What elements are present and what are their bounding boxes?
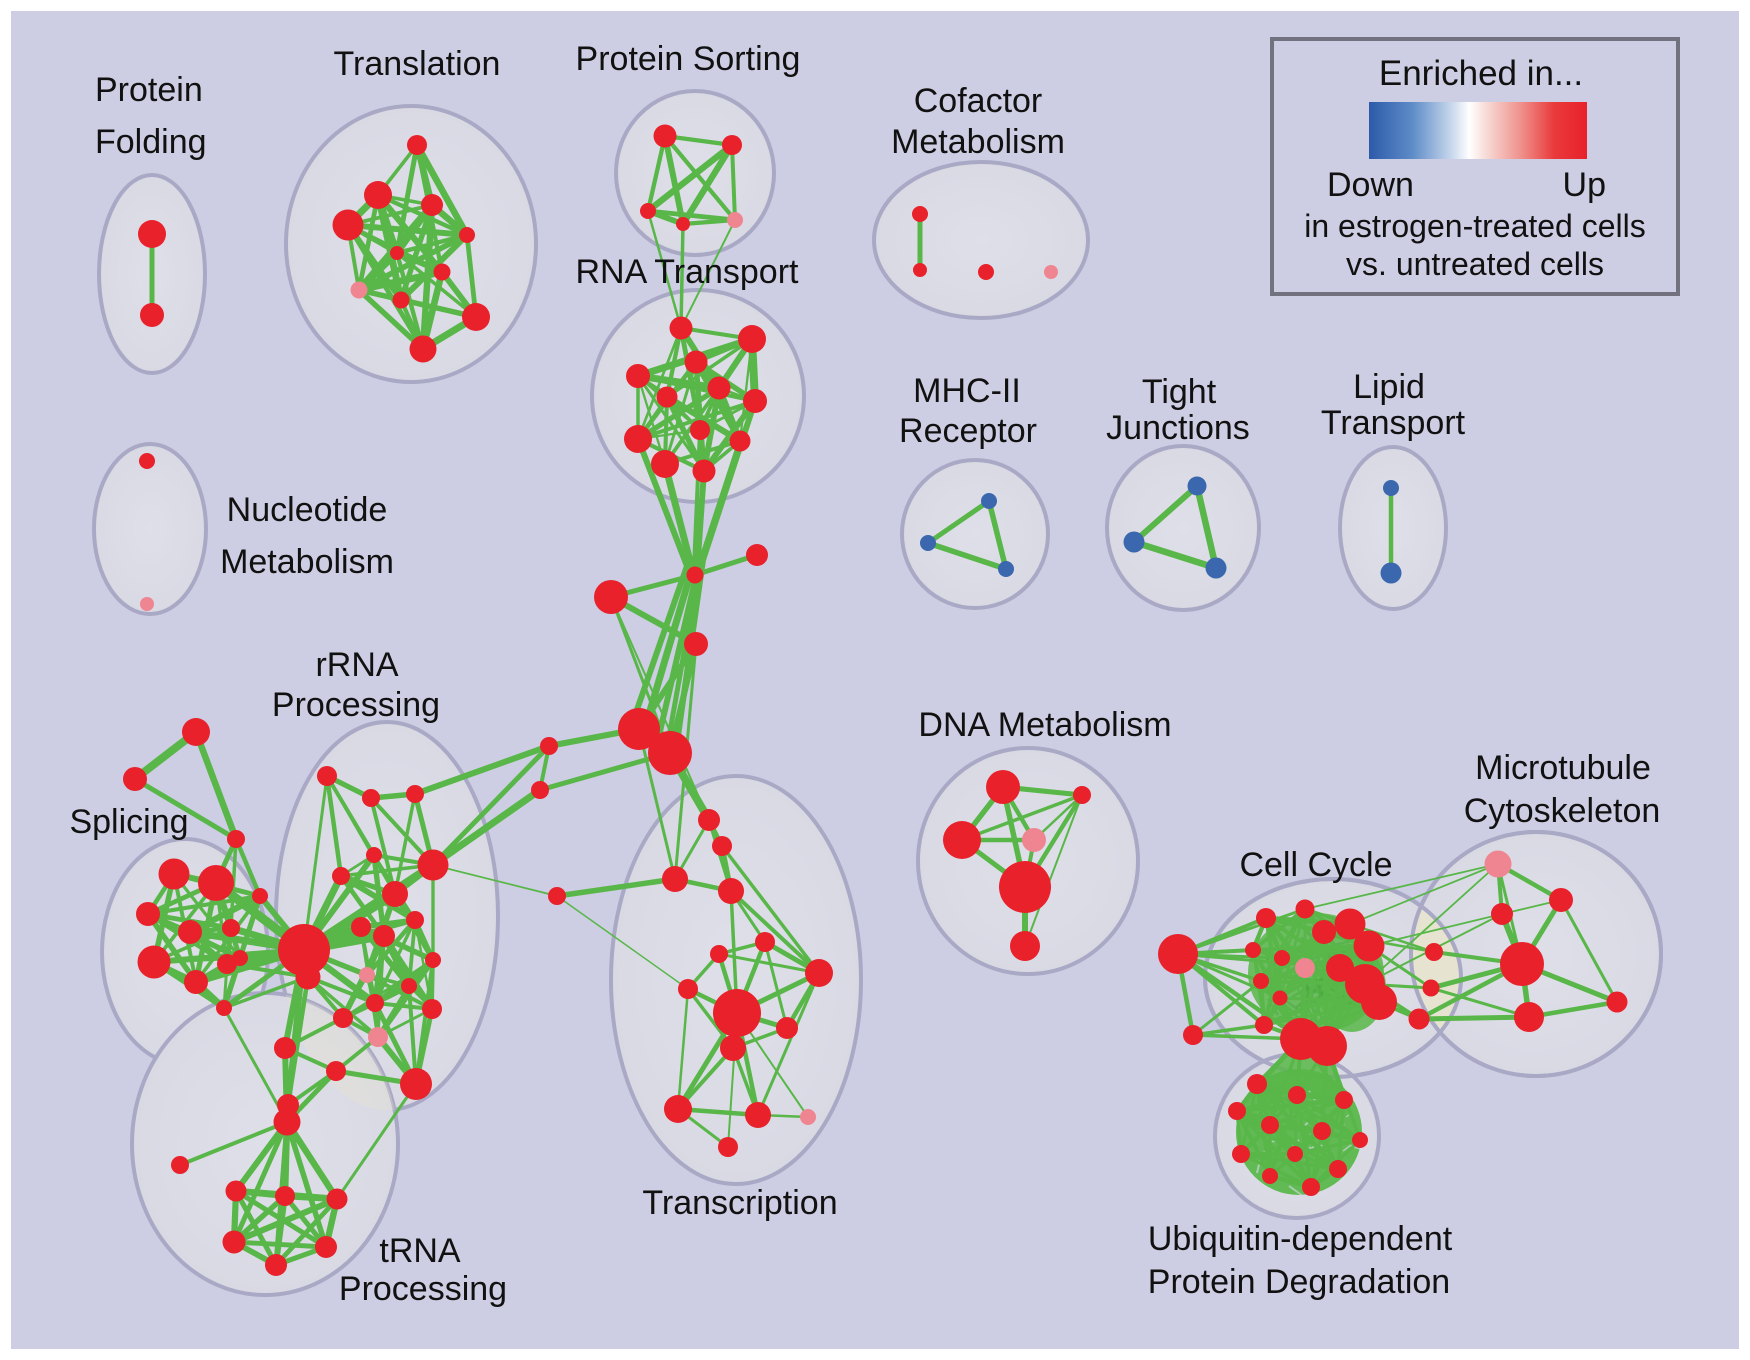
svg-text:Tight: Tight: [1142, 373, 1217, 411]
svg-text:Cofactor: Cofactor: [914, 82, 1043, 120]
svg-text:Protein: Protein: [95, 71, 203, 109]
svg-text:Ubiquitin-dependent: Ubiquitin-dependent: [1148, 1220, 1453, 1258]
svg-text:in estrogen-treated cells: in estrogen-treated cells: [1304, 208, 1646, 244]
svg-text:Folding: Folding: [95, 123, 207, 161]
svg-text:Cytoskeleton: Cytoskeleton: [1464, 792, 1661, 830]
svg-text:Transcription: Transcription: [642, 1184, 837, 1222]
svg-text:Transport: Transport: [1321, 404, 1466, 442]
svg-text:Cell Cycle: Cell Cycle: [1239, 846, 1392, 884]
svg-text:Microtubule: Microtubule: [1475, 749, 1651, 787]
svg-text:tRNA: tRNA: [379, 1232, 461, 1270]
svg-text:RNA Transport: RNA Transport: [576, 253, 800, 291]
svg-text:MHC-II: MHC-II: [913, 372, 1021, 410]
svg-text:Protein Sorting: Protein Sorting: [576, 40, 801, 78]
svg-text:Down: Down: [1327, 166, 1414, 204]
svg-text:Processing: Processing: [272, 686, 440, 724]
svg-text:Processing: Processing: [339, 1270, 507, 1308]
svg-text:Metabolism: Metabolism: [891, 123, 1065, 161]
svg-text:Receptor: Receptor: [899, 412, 1037, 450]
svg-text:Enriched in...: Enriched in...: [1379, 54, 1583, 93]
svg-text:Junctions: Junctions: [1106, 409, 1250, 447]
svg-text:DNA Metabolism: DNA Metabolism: [918, 706, 1171, 744]
svg-text:Nucleotide: Nucleotide: [227, 491, 388, 529]
svg-text:Splicing: Splicing: [69, 803, 188, 841]
svg-text:rRNA: rRNA: [315, 646, 398, 684]
svg-text:Lipid: Lipid: [1353, 368, 1425, 406]
svg-text:vs. untreated cells: vs. untreated cells: [1346, 246, 1604, 282]
svg-text:Metabolism: Metabolism: [220, 543, 394, 581]
svg-text:Translation: Translation: [334, 45, 501, 83]
svg-text:Protein Degradation: Protein Degradation: [1148, 1263, 1450, 1301]
svg-text:Up: Up: [1563, 166, 1606, 204]
